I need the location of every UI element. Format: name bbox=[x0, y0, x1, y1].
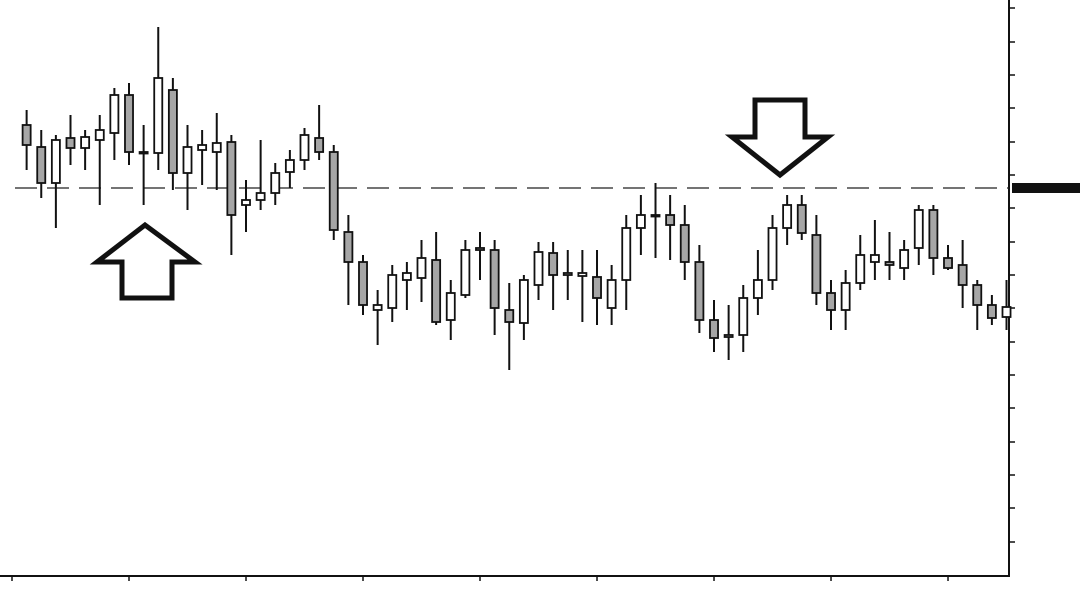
candle-body bbox=[796, 204, 807, 234]
candle-body bbox=[372, 304, 383, 311]
candle-body bbox=[767, 227, 778, 281]
candle-body bbox=[1001, 306, 1012, 318]
candle-body bbox=[811, 234, 822, 294]
candle-body bbox=[884, 261, 895, 266]
candle-body bbox=[94, 129, 105, 141]
candle-body bbox=[284, 159, 295, 173]
candle-body bbox=[124, 94, 134, 153]
candle-body bbox=[445, 292, 456, 321]
candle-body bbox=[650, 214, 661, 218]
candle-body bbox=[899, 249, 910, 269]
candle-body bbox=[548, 252, 559, 276]
candle-body bbox=[665, 214, 676, 226]
candle-body bbox=[709, 319, 719, 339]
candle-body bbox=[138, 151, 149, 155]
candle-body bbox=[694, 261, 705, 321]
candle-body bbox=[431, 259, 442, 323]
candle-body bbox=[840, 282, 851, 311]
candle-body bbox=[80, 136, 91, 149]
candle-body bbox=[153, 77, 164, 154]
candle-body bbox=[928, 209, 939, 259]
candle-body bbox=[241, 199, 251, 206]
candle-body bbox=[621, 227, 632, 281]
candle-body bbox=[533, 251, 544, 286]
candle-body bbox=[752, 279, 763, 299]
candle-body bbox=[270, 172, 281, 194]
candle-body bbox=[723, 334, 734, 338]
candle-body bbox=[299, 134, 310, 161]
candle-body bbox=[577, 272, 588, 277]
down-arrow bbox=[724, 97, 836, 179]
candle-body bbox=[957, 264, 968, 286]
candle-body bbox=[314, 137, 325, 153]
candle-body bbox=[387, 274, 398, 309]
candle-body bbox=[635, 214, 646, 229]
candle-body bbox=[986, 304, 997, 319]
candle-body bbox=[109, 94, 120, 134]
candle-body bbox=[606, 279, 617, 309]
candle-body bbox=[358, 261, 368, 306]
candle-body bbox=[518, 279, 529, 324]
candle-body bbox=[738, 297, 749, 336]
up-arrow bbox=[89, 221, 203, 301]
candle-body bbox=[855, 254, 866, 284]
candle-body bbox=[343, 231, 354, 263]
candle-body bbox=[782, 204, 793, 229]
candle-body bbox=[197, 144, 208, 151]
candle-body bbox=[416, 257, 427, 279]
reference-marker bbox=[1012, 183, 1080, 193]
candle-body bbox=[679, 224, 690, 263]
candle-body bbox=[592, 276, 602, 299]
candle-body bbox=[211, 142, 222, 153]
candle-body bbox=[460, 249, 471, 296]
candle-body bbox=[913, 209, 924, 249]
candle-body bbox=[489, 249, 500, 309]
candle-body bbox=[826, 292, 836, 311]
candle-body bbox=[226, 141, 237, 216]
candle-body bbox=[21, 124, 32, 146]
candle-body bbox=[328, 151, 339, 231]
candle-body bbox=[972, 284, 983, 306]
candle-body bbox=[943, 257, 953, 269]
candle-body bbox=[475, 247, 485, 251]
candle-body bbox=[255, 192, 266, 201]
candle-body bbox=[504, 309, 515, 323]
candle-body bbox=[401, 272, 412, 281]
candle-body bbox=[36, 146, 47, 184]
candle-body bbox=[869, 254, 880, 263]
candle-body bbox=[562, 272, 573, 276]
candle-body bbox=[50, 139, 61, 184]
candle-body bbox=[65, 137, 76, 149]
candle-body bbox=[167, 89, 178, 174]
candle-body bbox=[182, 146, 193, 174]
